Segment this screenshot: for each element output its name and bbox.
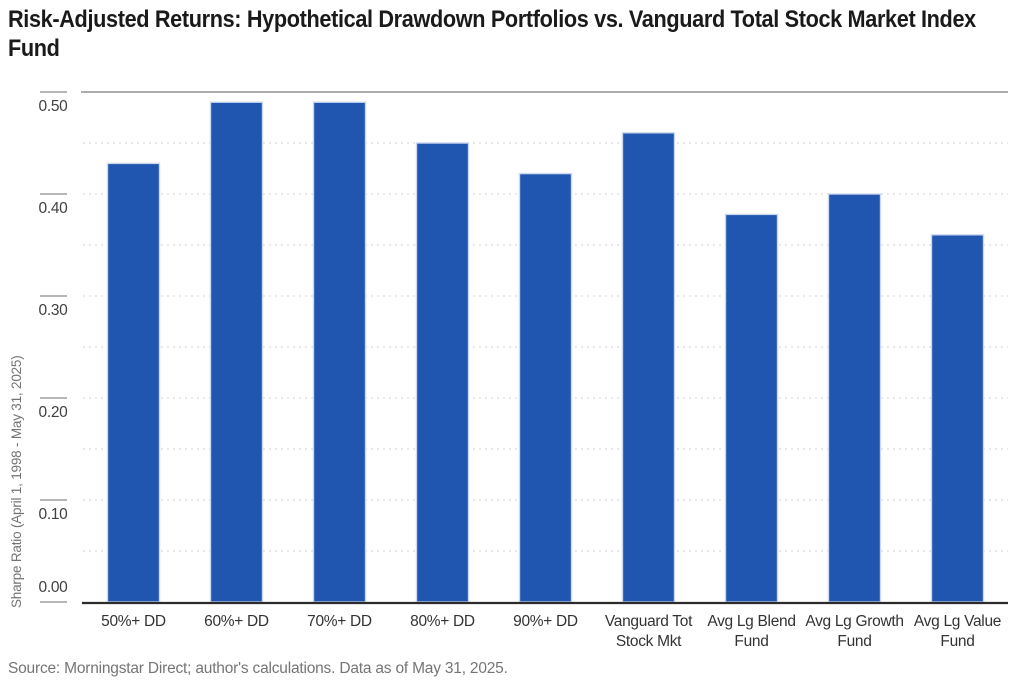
bar-90-dd <box>518 172 573 603</box>
source-note: Source: Morningstar Direct; author's cal… <box>8 660 508 677</box>
y-tick-label: 0.00 <box>39 579 69 596</box>
bar-70-dd <box>312 101 367 603</box>
x-category-label: Avg Lg Growth Fund <box>805 613 903 650</box>
x-category-label: 60%+ DD <box>204 613 269 630</box>
y-tick-label: 0.10 <box>39 506 69 523</box>
bar-50-dd <box>106 162 161 603</box>
y-tick-label: 0.40 <box>39 200 69 217</box>
bar-avg-lg-growth-fund <box>827 193 882 603</box>
y-tick-label: 0.20 <box>39 404 69 421</box>
y-tick-label: 0.30 <box>39 302 69 319</box>
bar-avg-lg-value-fund <box>930 234 985 603</box>
x-category-label: Avg Lg Value Fund <box>914 613 1001 650</box>
bar-vanguard-tot-stock-mkt <box>621 132 676 603</box>
bar-avg-lg-blend-fund <box>724 213 779 603</box>
x-category-label: Vanguard Tot Stock Mkt <box>605 613 693 650</box>
chart-title: Risk-Adjusted Returns: Hypothetical Draw… <box>8 6 976 62</box>
y-tick-label: 0.50 <box>39 98 69 115</box>
y-axis-title: Sharpe Ratio (April 1, 1998 - May 31, 20… <box>9 355 24 608</box>
x-category-label: 50%+ DD <box>101 613 166 630</box>
bar-80-dd <box>415 142 470 603</box>
x-category-label: 90%+ DD <box>513 613 578 630</box>
x-category-label: 80%+ DD <box>410 613 475 630</box>
x-category-label: Avg Lg Blend Fund <box>707 613 795 650</box>
bar-60-dd <box>209 101 264 603</box>
x-category-label: 70%+ DD <box>307 613 372 630</box>
